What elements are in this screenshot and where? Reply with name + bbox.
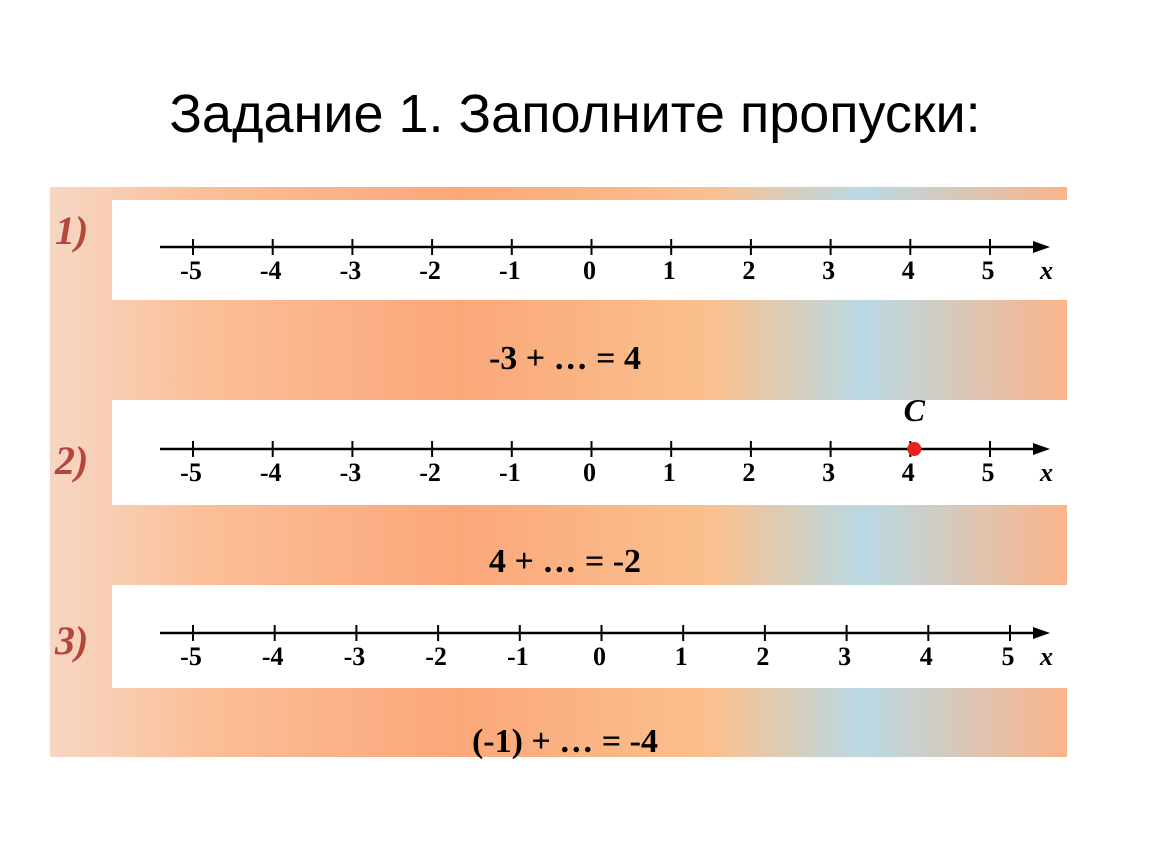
task-number: 1) xyxy=(55,208,88,253)
tick-label: -4 xyxy=(262,642,284,671)
strip xyxy=(112,585,1067,688)
tick-label: 4 xyxy=(920,642,933,671)
strip xyxy=(112,200,1067,300)
tick-label: 5 xyxy=(1002,642,1015,671)
axis-arrow xyxy=(1033,443,1050,455)
tick-label: 2 xyxy=(742,256,755,285)
tick-label: -3 xyxy=(340,256,362,285)
tick-label: -1 xyxy=(499,256,521,285)
tick-label: 1 xyxy=(663,458,676,487)
tick-label: -4 xyxy=(260,256,282,285)
task-number: 3) xyxy=(54,618,88,663)
tick-label: 4 xyxy=(902,458,915,487)
axis-arrow xyxy=(1033,241,1050,253)
tick-label: -2 xyxy=(419,458,441,487)
tick-label: 1 xyxy=(675,642,688,671)
tick-label: 5 xyxy=(982,458,995,487)
axis-label: x xyxy=(1039,642,1053,671)
tick-label: -5 xyxy=(180,458,202,487)
tick-label: -3 xyxy=(344,642,366,671)
tick-label: -1 xyxy=(507,642,529,671)
tick-label: 3 xyxy=(822,458,835,487)
tick-label: -5 xyxy=(180,642,202,671)
axis-label: x xyxy=(1039,458,1053,487)
slide-title: Задание 1. Заполните пропуски: xyxy=(169,84,980,144)
tick-label: 2 xyxy=(756,642,769,671)
tick-label: -5 xyxy=(180,256,202,285)
strip xyxy=(112,400,1067,505)
tick-label: 3 xyxy=(838,642,851,671)
tick-label: -4 xyxy=(260,458,282,487)
tick-label: 3 xyxy=(822,256,835,285)
axis-arrow xyxy=(1033,627,1050,639)
tasks: 1)-5 -4 -3 -2 -1 0 1 2 3 4 5 x-3 + … = 42) -5 -4 -3 -2-… xyxy=(54,200,1067,760)
tick-label: 0 xyxy=(583,256,596,285)
tick-label: 2 xyxy=(742,458,755,487)
tick-label: -2 xyxy=(425,642,447,671)
tick-label: -1 xyxy=(499,458,521,487)
tick-label: -3 xyxy=(340,458,362,487)
equation: -3 + … = 4 xyxy=(489,340,641,377)
tick-label: 4 xyxy=(902,256,915,285)
point-label: C xyxy=(904,392,926,428)
tick-label: 5 xyxy=(982,256,995,285)
equation: 4 + … = -2 xyxy=(489,543,641,580)
tick-label: 1 xyxy=(663,256,676,285)
tick-label: 0 xyxy=(593,642,606,671)
equation: (-1) + … = -4 xyxy=(472,723,658,760)
point xyxy=(907,442,922,456)
tick-label: -2 xyxy=(419,256,441,285)
axis-label: x xyxy=(1039,256,1053,285)
task-number: 2) xyxy=(54,438,88,483)
tick-label: 0 xyxy=(583,458,596,487)
